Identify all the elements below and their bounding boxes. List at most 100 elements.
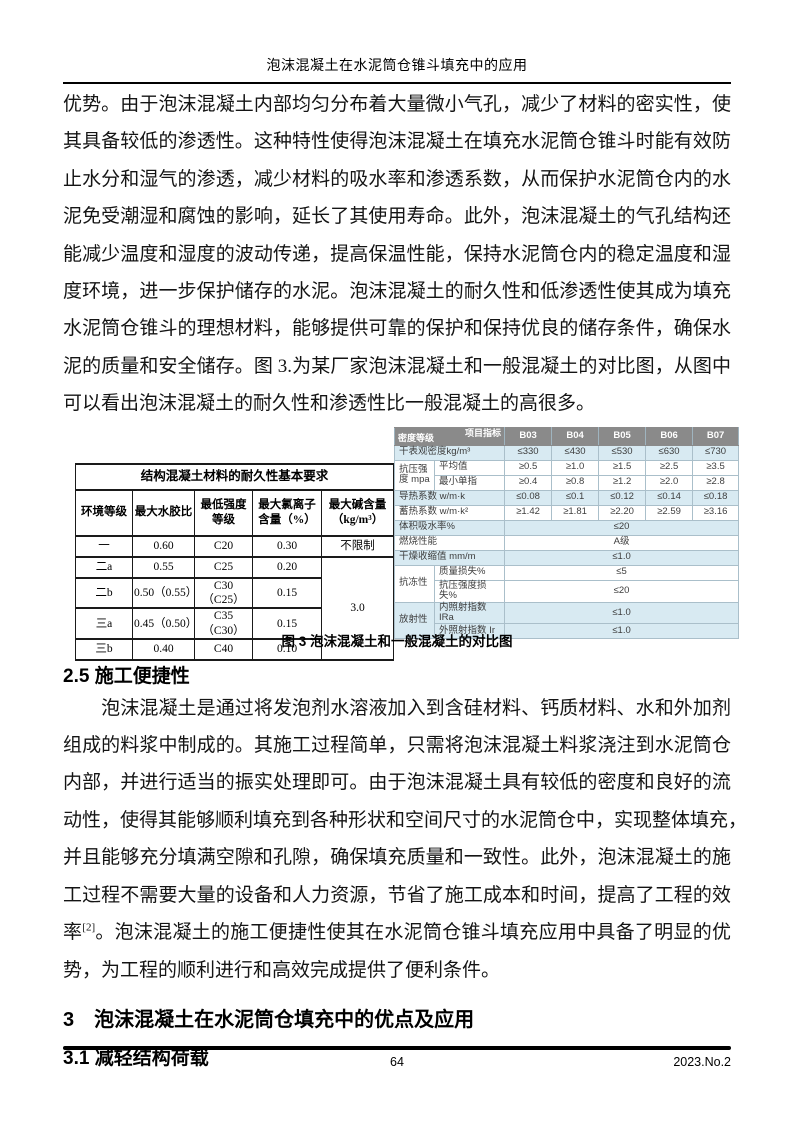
table-row: 二b 0.50（0.55） C30（C25） 0.15: [75, 576, 394, 610]
table-cell: ≥2.0: [645, 474, 694, 491]
figure-3: 结构混凝土材料的耐久性基本要求 环境等级 最大水胶比 最低强度等级 最大氯离子含量（%）…: [63, 426, 740, 662]
table-row: 抗冻性 质量损失% ≤5: [394, 564, 740, 603]
footer-row: 64 2023.No.2: [63, 1055, 731, 1073]
table-cell: ≥0.4: [504, 474, 553, 491]
table-row: 放射性 内照射指数 IRa ≤1.0: [394, 601, 740, 640]
table-cell: ≥1.2: [598, 474, 647, 491]
table-row: 蓄热系数 w/m·k² ≥1.42 ≥1.81 ≥2.20 ≥2.59 ≥3.16: [394, 504, 740, 521]
header-rule: [63, 82, 731, 84]
table-cell: 一: [75, 534, 133, 558]
table-cell: ≤530: [598, 444, 647, 461]
table-cell: 三b: [75, 638, 133, 662]
footer: 64 2023.No.2: [63, 1046, 731, 1073]
table-row: 导热系数 w/m·k ≤0.08 ≤0.1 ≤0.12 ≤0.14 ≤0.18: [394, 489, 740, 506]
table-row: 结构混凝土材料的耐久性基本要求: [74, 462, 395, 491]
table-row: 最小单指 ≥0.4 ≥0.8 ≥1.2 ≥2.0 ≥2.8: [395, 474, 740, 491]
table-cell: C40: [194, 638, 253, 662]
table-cell: 0.10: [252, 638, 322, 662]
table-cell: ≤0.12: [598, 489, 647, 506]
table-cell: ≤20: [504, 519, 740, 536]
table-cell: ≥2.5: [645, 459, 694, 476]
table-row: 干燥收缩值 mm/m ≤1.0: [394, 549, 740, 566]
table-cell: ≥1.42: [504, 504, 553, 521]
content-column: 泡沫混凝土在水泥筒仓锥斗填充中的应用 优势。由于泡沫混凝土内部均匀分布着大量微小…: [63, 0, 748, 1070]
table-cell: ≥1.0: [551, 459, 600, 476]
footer-rule: [63, 1046, 731, 1050]
table-cell: 放射性: [394, 601, 436, 640]
table-cell: B06: [645, 426, 694, 446]
table-row: 外照射指数 Ir ≤1.0: [395, 623, 740, 640]
table-row: 体积吸水率% ≤20: [394, 519, 740, 536]
foam-concrete-spec-table: 项目指标 密度等级 B03 B04 B05 B06 B07 干表观密度kg/m³ ≤330 ≤43…: [394, 426, 740, 640]
table-cell: ≤430: [551, 444, 600, 461]
table-cell: B04: [551, 426, 600, 446]
text-line: 率[2]。泡沫混凝土的施工便捷性使其在水泥筒仓锥斗填充应用中具备了明显的优: [63, 921, 731, 944]
heading-3: 3 泡沫混凝土在水泥筒仓填充中的优点及应用: [63, 1008, 475, 1031]
table-cell: ≥3.16: [692, 504, 740, 521]
page-number: 64: [390, 1055, 404, 1069]
table-cell: ≤1.0: [504, 601, 740, 625]
table-cell: 体积吸水率%: [394, 519, 506, 536]
table-cell: ≤0.18: [692, 489, 740, 506]
text-line: 其具备较低的渗透性。这种特性使得泡沫混凝土在填充水泥筒仓锥斗时能有效防: [63, 131, 731, 153]
table-cell: 干表观密度kg/m³: [394, 444, 506, 461]
table-cell: ≤730: [692, 444, 740, 461]
table-cell: ≥0.5: [504, 459, 553, 476]
table-row: 抗压强度损失% ≤20: [395, 579, 740, 603]
table-row: 燃烧性能 A级: [394, 534, 740, 551]
table-cell: ≤630: [645, 444, 694, 461]
table-cell: 干燥收缩值 mm/m: [394, 549, 506, 566]
spec-table-wrap: 项目指标 密度等级 B03 B04 B05 B06 B07 干表观密度kg/m³ ≤330 ≤43…: [394, 426, 740, 640]
table-cell: 项目指标 密度等级: [394, 426, 506, 446]
text-line: 泥的质量和安全储存。图 3.为某厂家泡沫混凝土和一般混凝土的对比图，从图中: [63, 355, 731, 377]
table-cell: 二a: [75, 555, 133, 579]
table-cell: C20: [194, 534, 253, 558]
table-cell: 0.30: [252, 534, 322, 558]
table-cell: ≤5: [504, 564, 740, 581]
heading-3-1: 3.1 减轻结构荷载: [63, 1047, 209, 1069]
table-cell: 内照射指数 IRa: [434, 601, 506, 625]
table-cell: ≥1.81: [551, 504, 600, 521]
text-line: 工过程不需要大量的设备和人力资源，节省了施工成本和时间，提高了工程的效: [63, 884, 731, 906]
heading-2-5: 2.5 施工便捷性: [63, 665, 190, 687]
paragraph-1: 优势。由于泡沫混凝土内部均匀分布着大量微小气孔，减少了材料的密实性，使 其具备较低…: [63, 86, 731, 423]
table-cell: 不限制: [320, 534, 395, 558]
text-line: 止水分和湿气的渗透，减少材料的吸水率和渗透系数，从而保护水泥筒仓内的水: [63, 168, 731, 190]
table-cell: 3.0: [320, 555, 395, 662]
table-row: 抗压强度 mpa 平均值 ≥0.5 ≥1.0 ≥1.5 ≥2.5 ≥3.5: [394, 459, 740, 491]
table-cell: B03: [504, 426, 553, 446]
text-line: 动性，使得其能够顺利填充到各种形状和空间尺寸的水泥筒仓中，实现整体填充，: [63, 809, 748, 831]
issue-number: 2023.No.2: [673, 1055, 731, 1069]
table-cell: 0.55: [132, 555, 195, 579]
text-line: 势，为工程的顺利进行和高效完成提供了便利条件。: [63, 959, 501, 981]
table-cell: 抗压强度损失%: [434, 579, 506, 603]
table-row: 干表观密度kg/m³ ≤330 ≤430 ≤530 ≤630 ≤730: [394, 444, 740, 461]
table-cell: 0.60: [132, 534, 195, 558]
text-line: 度环境，进一步保护储存的水泥。泡沫混凝土的耐久性和低渗透性使其成为填充: [63, 281, 731, 303]
table-cell: 0.20: [252, 555, 322, 579]
text-line: 优势。由于泡沫混凝土内部均匀分布着大量微小气孔，减少了材料的密实性，使: [63, 94, 731, 115]
table-cell: 0.15: [252, 576, 322, 610]
table-cell: ≥3.5: [692, 459, 740, 476]
table-cell: B07: [692, 426, 740, 446]
table-cell: 二b: [75, 576, 133, 610]
table-row: 二a 0.55 C25 0.20 3.0: [75, 555, 395, 662]
paragraph-2: 泡沫混凝土是通过将发泡剂水溶液加入到含硅材料、钙质材料、水和外加剂 组成的料浆中制…: [63, 690, 748, 989]
text-line: 可以看出泡沫混凝土的耐久性和渗透性比一般混凝土的高很多。: [63, 393, 596, 415]
table-cell: ≤1.0: [504, 623, 740, 640]
header-cell: 最大水胶比: [132, 488, 195, 537]
table-cell: 导热系数 w/m·k: [394, 489, 506, 506]
table-cell: 最小单指: [434, 474, 506, 491]
table-cell: ≥1.5: [598, 459, 647, 476]
header-cell: 最大氯离子含量（%）: [252, 488, 322, 537]
table-cell: ≥0.8: [551, 474, 600, 491]
table-cell: 质量损失%: [434, 564, 506, 581]
table-cell: 0.15: [252, 607, 322, 641]
table-row: 三b 0.40 C40 0.10: [75, 638, 394, 662]
table-cell: ≤20: [504, 579, 740, 603]
figure-caption: 图 3 泡沫混凝土和一般混凝土的对比图: [281, 633, 513, 649]
table-cell: 0.40: [132, 638, 195, 662]
table-cell: ≥2.20: [598, 504, 647, 521]
table-cell: ≤0.08: [504, 489, 553, 506]
